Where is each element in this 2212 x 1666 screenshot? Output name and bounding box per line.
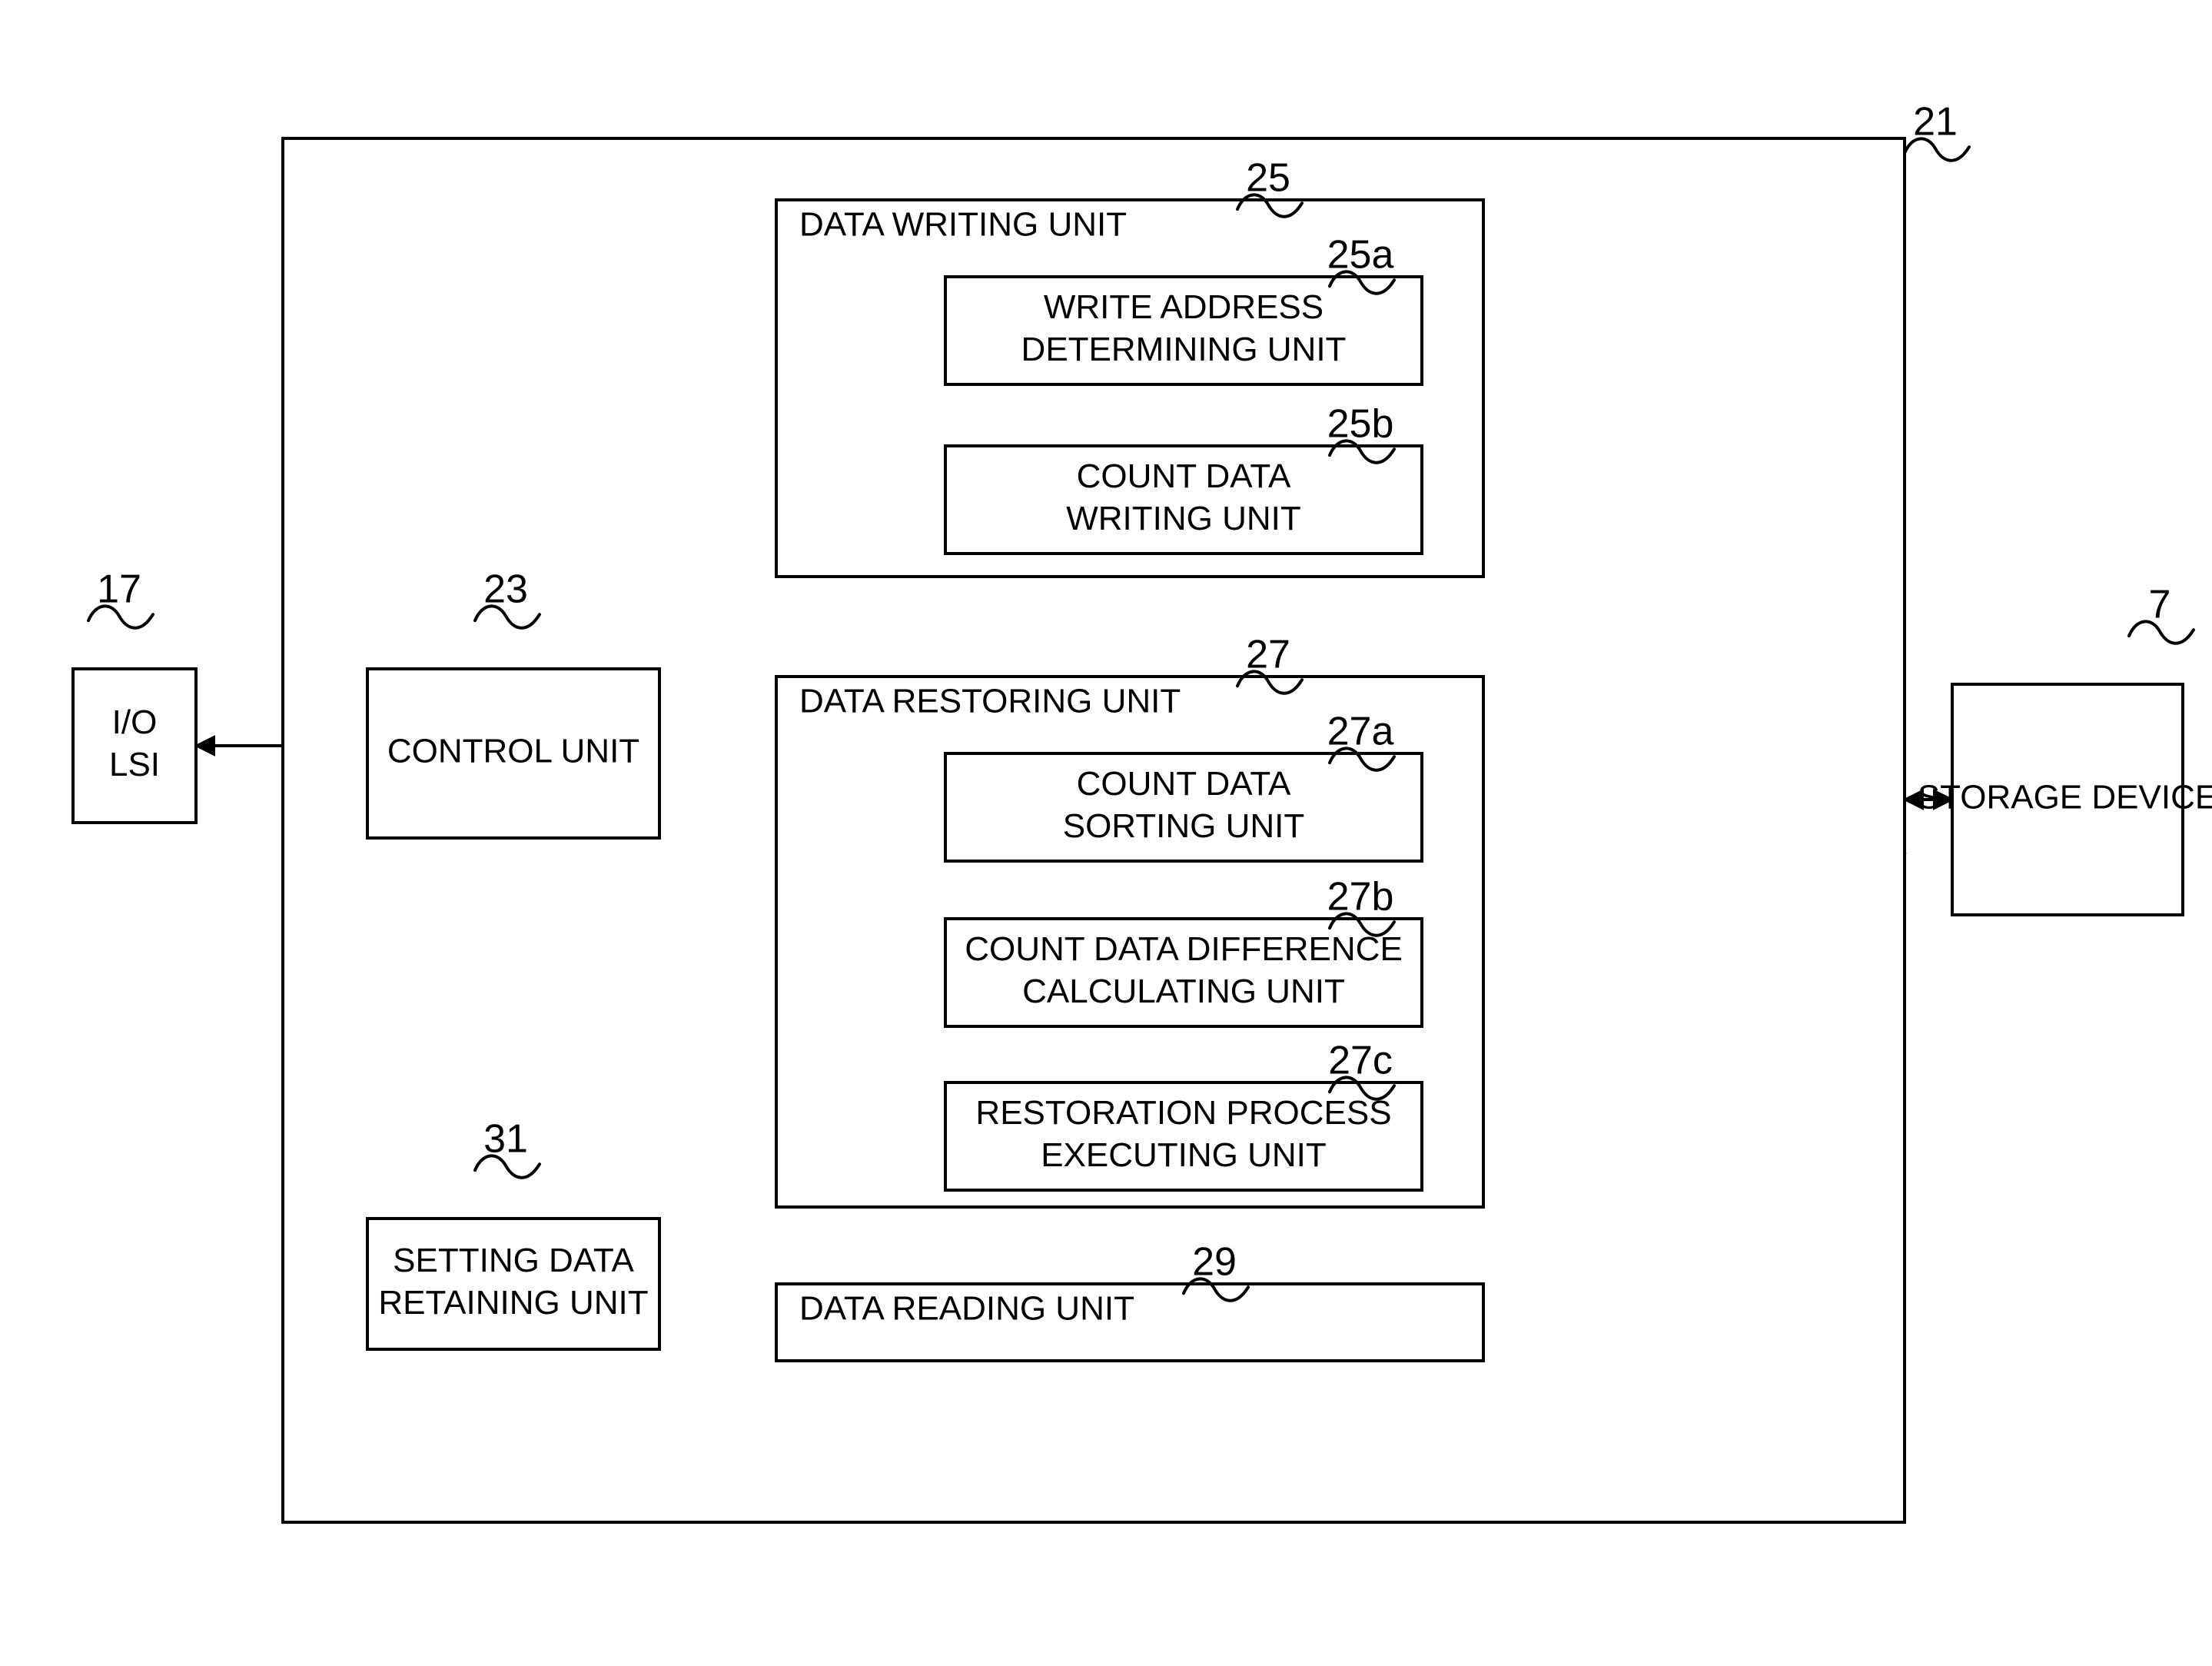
node-io_lsi: I/OLSI17 [73, 567, 196, 823]
node-io_lsi-label-0: I/O [112, 703, 158, 741]
node-dw_a-label-1: DETERMINING UNIT [1021, 331, 1347, 368]
block-diagram: 21I/OLSI17CONTROL UNIT23SETTING DATARETA… [0, 0, 2212, 1666]
node-storage-label-0: STORAGE DEVICE [1918, 779, 2212, 816]
ref-dr_c: 27c [1328, 1039, 1393, 1083]
node-dw_b-label-1: WRITING UNIT [1066, 500, 1301, 537]
ref-dw_a: 25a [1327, 233, 1394, 278]
node-dr_a-label-0: COUNT DATA [1077, 765, 1291, 803]
node-storage: STORAGE DEVICE 7 [1918, 583, 2212, 915]
ref-dw_b: 25b [1327, 402, 1394, 447]
node-dr_b-label-0: COUNT DATA DIFFERENCE [965, 930, 1403, 968]
ref-storage: 7 [2149, 583, 2171, 627]
node-dw-title: DATA WRITING UNIT [799, 206, 1127, 244]
node-io_lsi-label-1: LSI [109, 746, 160, 783]
node-control-label-0: CONTROL UNIT [387, 733, 639, 770]
node-dr_b-label-1: CALCULATING UNIT [1022, 973, 1345, 1010]
ref-dr_b: 27b [1327, 875, 1394, 919]
ref-dr_a: 27a [1327, 710, 1394, 754]
node-dr_c-label-0: RESTORATION PROCESS [975, 1094, 1391, 1132]
node-dw_a-label-0: WRITE ADDRESS [1044, 288, 1324, 326]
node-read-title: DATA READING UNIT [799, 1290, 1134, 1328]
node-dr-title: DATA RESTORING UNIT [799, 683, 1181, 720]
node-dr_c-label-1: EXECUTING UNIT [1041, 1136, 1327, 1174]
node-setting-label-0: SETTING DATA [393, 1242, 634, 1279]
node-dw_b-label-0: COUNT DATA [1077, 457, 1291, 495]
node-dr_a-label-1: SORTING UNIT [1063, 807, 1305, 845]
node-setting-label-1: RETAINING UNIT [378, 1284, 648, 1322]
